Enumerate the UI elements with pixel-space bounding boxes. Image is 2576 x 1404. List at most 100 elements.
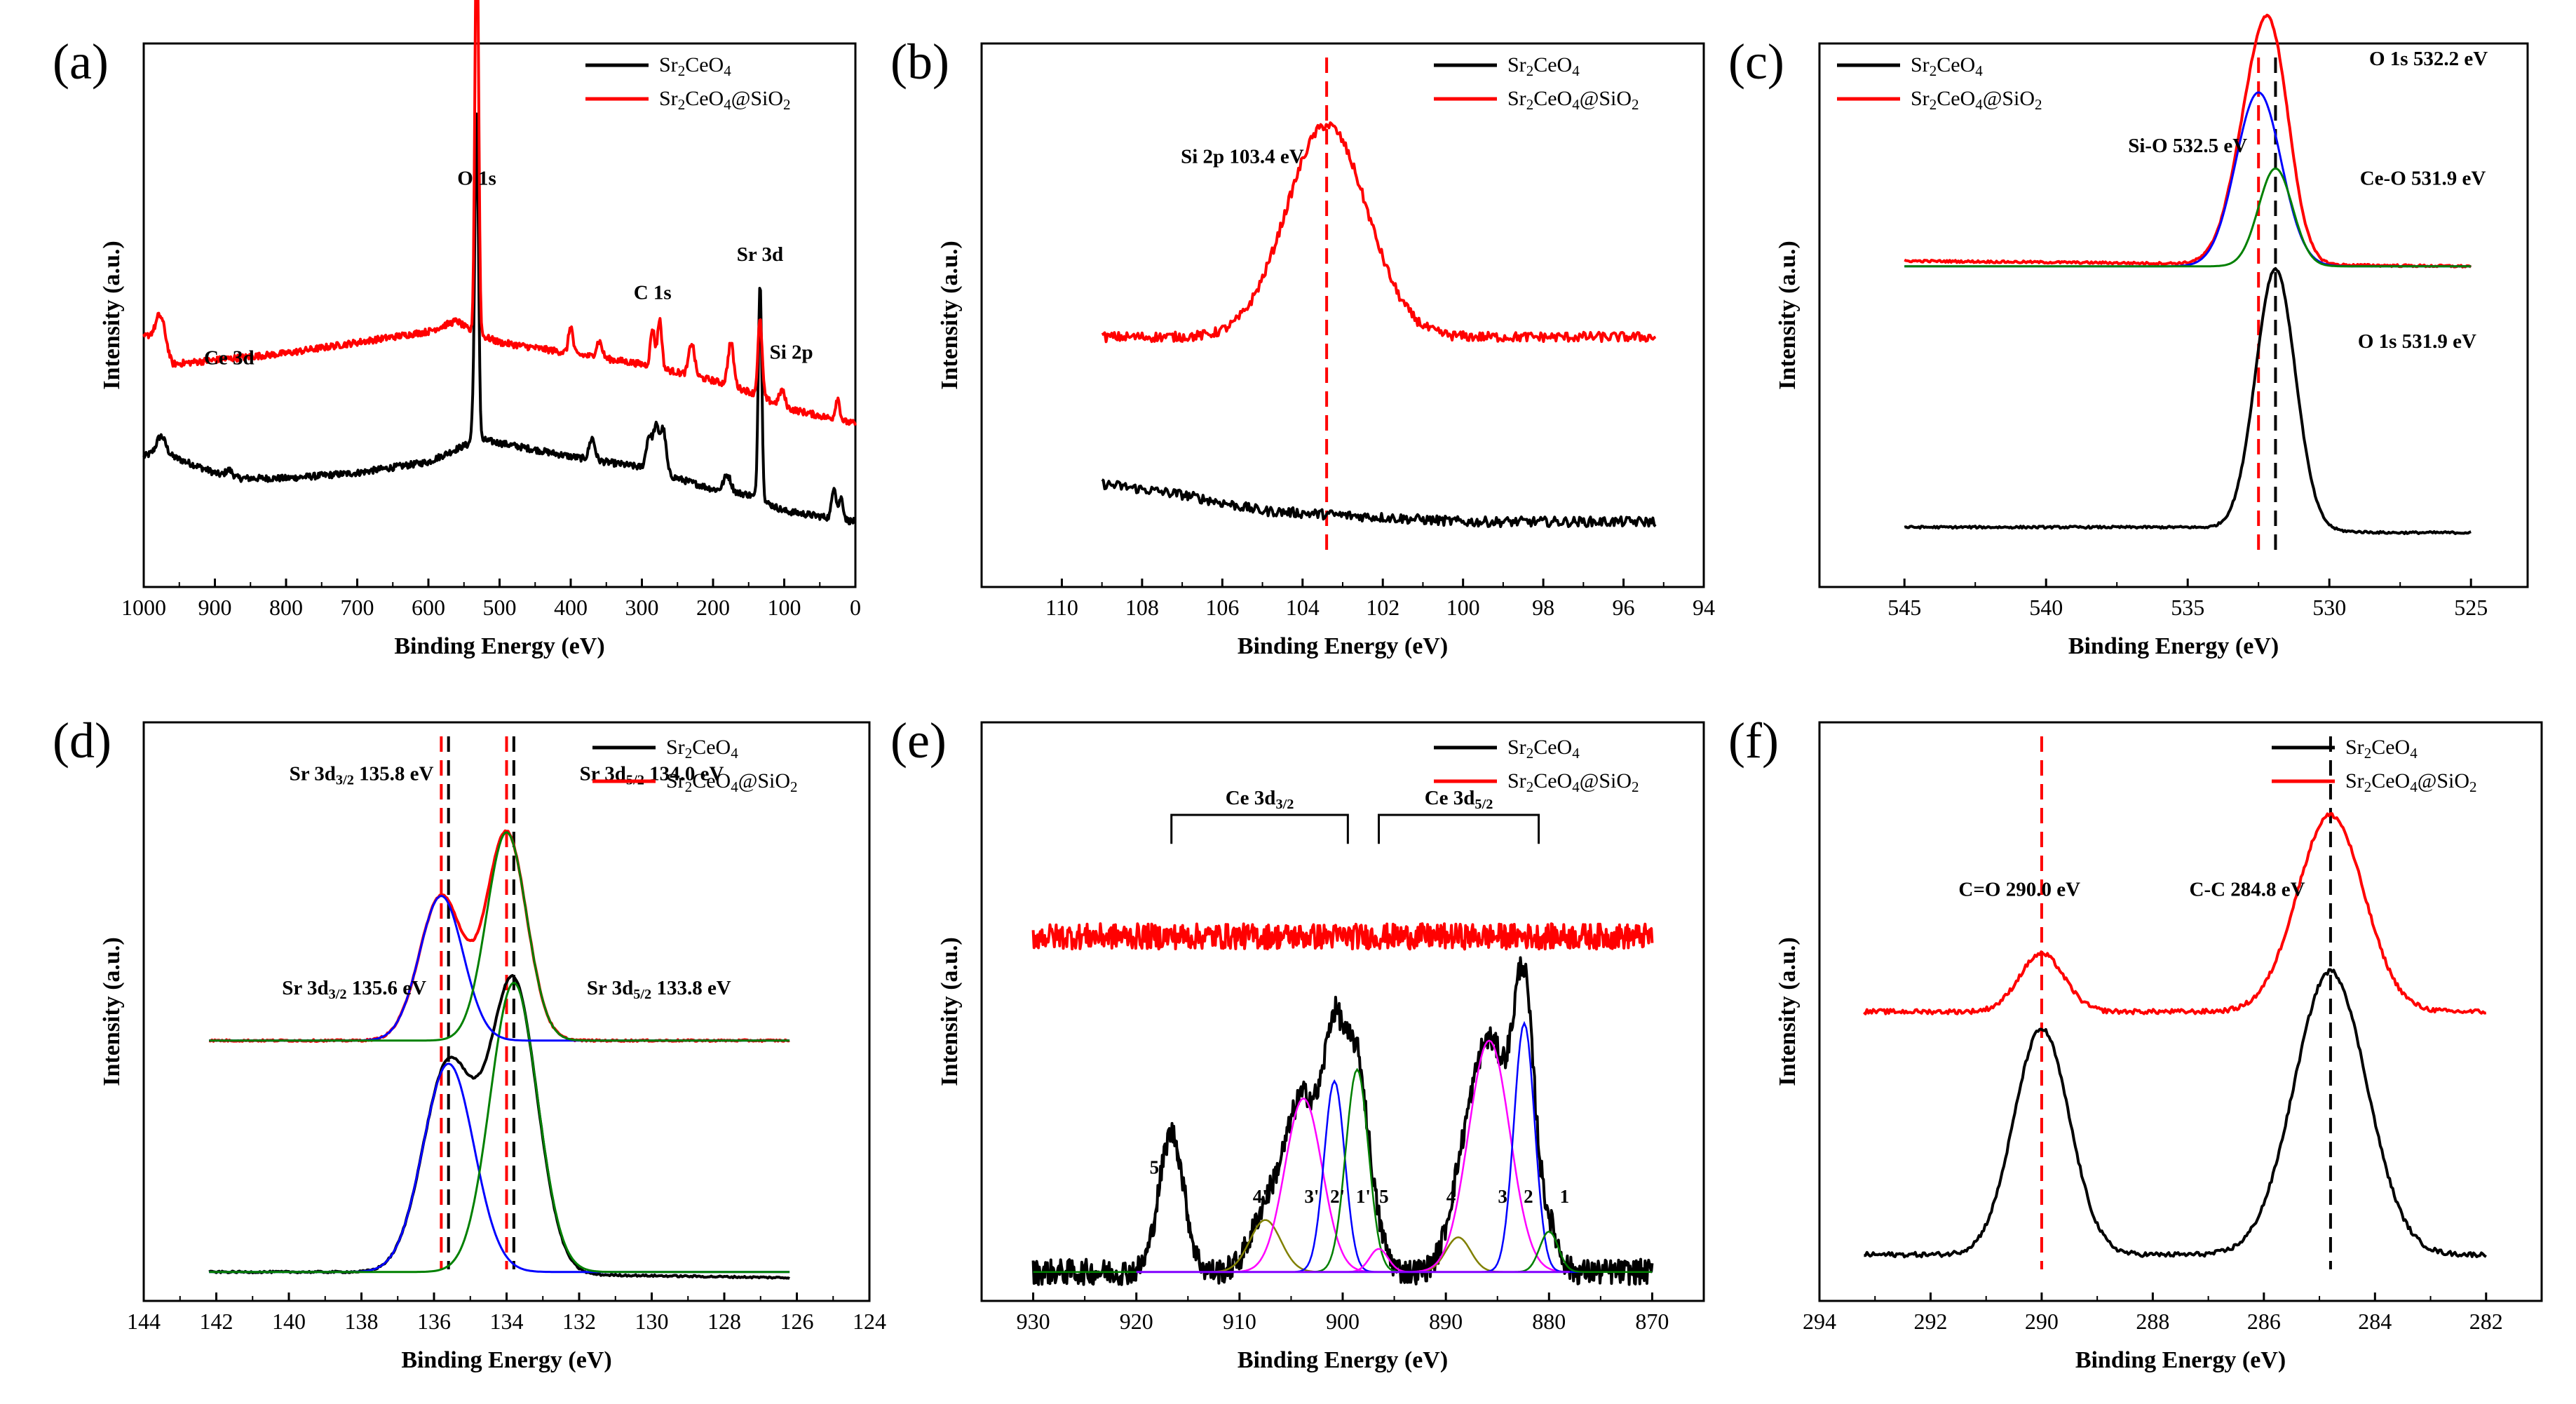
x-tick-label: 530 <box>2312 595 2346 620</box>
x-axis-title: Binding Energy (eV) <box>2075 1347 2286 1373</box>
x-tick-label: 290 <box>2025 1309 2059 1334</box>
x-tick-label: 535 <box>2171 595 2204 620</box>
annotation: Si 2p <box>770 342 813 364</box>
bracket-label: Ce 3d5/2 <box>1425 787 1493 812</box>
y-axis-title: Intensity (a.u.) <box>937 937 963 1086</box>
x-tick-label: 106 <box>1205 595 1239 620</box>
annotation: O 1s 532.2 eV <box>2369 48 2488 70</box>
peak-label: 2' <box>1330 1186 1345 1207</box>
x-tick-label: 126 <box>780 1309 814 1334</box>
x-tick-label: 545 <box>1887 595 1921 620</box>
peak-label: 5' <box>1150 1157 1165 1178</box>
series-sr2ceo4 <box>1904 266 2472 535</box>
annotation: C 1s <box>634 281 672 304</box>
x-tick-label: 286 <box>2247 1309 2281 1334</box>
legend-label-red: Sr2CeO4@SiO2 <box>1507 769 1639 795</box>
peak-label: 3' <box>1304 1186 1319 1207</box>
x-tick-label: 288 <box>2136 1309 2169 1334</box>
panel-letter: (c) <box>1728 34 1784 90</box>
x-tick-label: 136 <box>417 1309 451 1334</box>
annotation: Sr 3d3/2 135.8 eV <box>290 763 434 788</box>
y-axis-title: Intensity (a.u.) <box>1775 241 1801 390</box>
legend-label-red: Sr2CeO4@SiO2 <box>1911 87 2042 113</box>
x-tick-label: 132 <box>562 1309 596 1334</box>
panel-c: 545 540 535 530 525 Binding Energy (eV) Intens… <box>1728 13 2529 659</box>
legend-label-red: Sr2CeO4@SiO2 <box>1507 87 1639 113</box>
series-sr2ceo4-sio2 <box>1863 812 2487 1015</box>
x-tick-label: 300 <box>625 595 659 620</box>
legend-label-black: Sr2CeO4 <box>2345 736 2418 762</box>
annotation: C-C 284.8 eV <box>2190 879 2305 901</box>
panel-b: 110 108 106 104 102 100 98 96 94 Binding Energy (… <box>890 34 1715 659</box>
x-tick-label: 900 <box>1326 1309 1360 1334</box>
x-tick-label: 920 <box>1120 1309 1153 1334</box>
x-tick-label: 144 <box>127 1309 161 1334</box>
fit-component <box>1033 1039 1653 1274</box>
x-tick-label: 870 <box>1635 1309 1669 1334</box>
x-tick-label: 700 <box>341 595 374 620</box>
x-tick-label: 292 <box>1913 1309 1947 1334</box>
peak-label: 5 <box>1379 1186 1389 1207</box>
peak-label: 4' <box>1253 1186 1268 1207</box>
x-tick-label: 930 <box>1017 1309 1050 1334</box>
series-sr2ceo4-sio2 <box>142 0 857 426</box>
series-ce-o-fit <box>1904 167 2472 268</box>
annotation: Sr 3d5/2 134.0 eV <box>580 763 724 788</box>
bracket <box>1378 814 1540 844</box>
series-sr2ceo4 <box>1864 968 2487 1259</box>
fit-component <box>209 894 790 1042</box>
legend-label-black: Sr2CeO4 <box>659 53 731 79</box>
series-sr2ceo4 <box>142 112 857 526</box>
panel-letter: (d) <box>53 713 111 769</box>
x-tick-label: 98 <box>1532 595 1554 620</box>
x-tick-label: 400 <box>554 595 588 620</box>
legend-label-black: Sr2CeO4 <box>1911 53 1983 79</box>
x-tick-label: 138 <box>345 1309 379 1334</box>
bracket <box>1170 814 1349 844</box>
x-tick-label: 142 <box>200 1309 233 1334</box>
panel-e: 930 920 910 900 890 880 870 Binding Energy (eV)… <box>890 713 1705 1373</box>
peak-label: 1' <box>1356 1186 1371 1207</box>
x-axis-title: Binding Energy (eV) <box>2068 633 2279 659</box>
legend-label-black: Sr2CeO4 <box>666 736 738 762</box>
fit-component <box>209 831 790 1042</box>
x-tick-label: 200 <box>696 595 730 620</box>
x-tick-label: 800 <box>269 595 303 620</box>
panel-letter: (b) <box>890 34 949 90</box>
peak-label: 4 <box>1446 1186 1456 1207</box>
x-tick-label: 900 <box>198 595 232 620</box>
panel-letter: (e) <box>890 713 947 769</box>
x-tick-label: 108 <box>1125 595 1159 620</box>
panel-d: 144 142 140 138 136 134 132 130 128 126 124 Binding… <box>53 713 886 1373</box>
x-axis-title: Binding Energy (eV) <box>1238 633 1448 659</box>
y-axis-title: Intensity (a.u.) <box>1775 937 1801 1086</box>
legend-label-red: Sr2CeO4@SiO2 <box>2345 769 2477 795</box>
legend-label-black: Sr2CeO4 <box>1507 736 1580 762</box>
series-sr2ceo4 <box>1101 478 1657 528</box>
fit-component <box>209 1062 790 1274</box>
x-tick-label: 124 <box>853 1309 886 1334</box>
legend-label-red: Sr2CeO4@SiO2 <box>666 769 798 795</box>
x-tick-label: 134 <box>490 1309 524 1334</box>
plot-frame <box>1818 721 2543 1302</box>
x-tick-label: 130 <box>635 1309 669 1334</box>
x-tick-label: 880 <box>1532 1309 1566 1334</box>
panel-letter: (a) <box>53 34 109 90</box>
x-axis-title: Binding Energy (eV) <box>394 633 604 659</box>
peak-label: 3 <box>1498 1186 1507 1207</box>
annotation: O 1s 531.9 eV <box>2358 330 2476 353</box>
x-tick-label: 94 <box>1693 595 1715 620</box>
x-tick-label: 890 <box>1429 1309 1463 1334</box>
panel-a: 1000 900 800 700 600 500 400 300 200 100 0Binding … <box>53 0 861 659</box>
x-tick-label: 600 <box>412 595 445 620</box>
annotation: Sr 3d <box>737 243 783 266</box>
plot-frame <box>980 721 1705 1302</box>
y-axis-title: Intensity (a.u.) <box>937 241 963 390</box>
series-sr2ceo4 <box>1031 956 1654 1286</box>
bracket-label: Ce 3d3/2 <box>1226 787 1294 812</box>
x-tick-label: 140 <box>272 1309 306 1334</box>
x-tick-label: 110 <box>1045 595 1078 620</box>
y-axis-title: Intensity (a.u.) <box>99 937 125 1086</box>
fit-component <box>209 982 790 1274</box>
